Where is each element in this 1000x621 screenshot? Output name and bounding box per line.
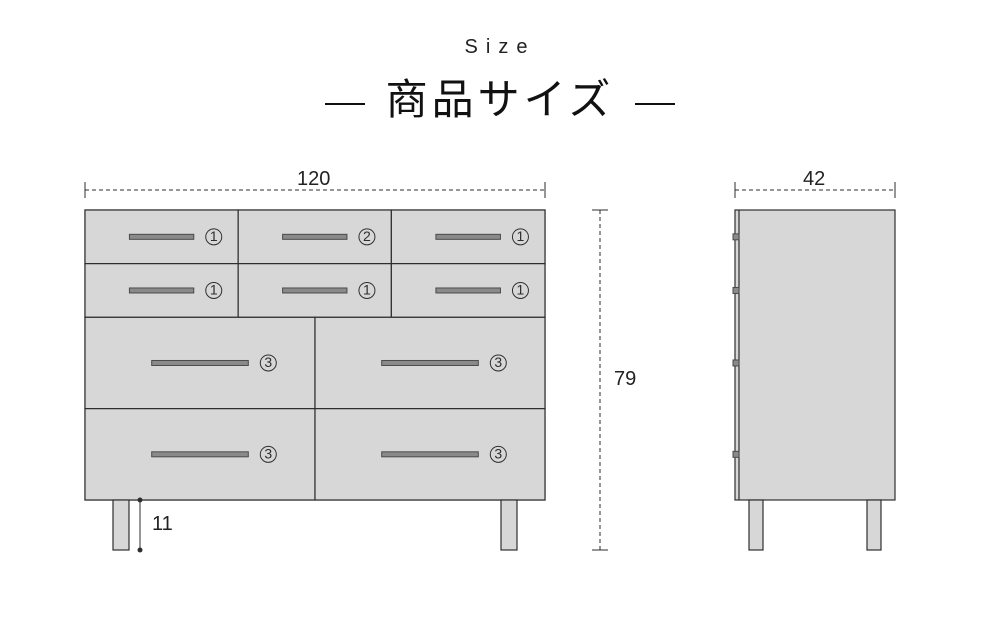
side-view <box>733 210 895 550</box>
svg-text:1: 1 <box>363 281 371 297</box>
svg-text:1: 1 <box>210 228 218 244</box>
front-view: 1 2 1 1 1 1 3 3 3 3 <box>85 210 545 550</box>
svg-text:3: 3 <box>494 354 502 370</box>
svg-text:2: 2 <box>363 228 371 244</box>
diagram-svg: 1 2 1 1 1 1 3 3 3 3 <box>0 0 1000 621</box>
svg-text:1: 1 <box>517 281 525 297</box>
svg-text:3: 3 <box>264 445 272 461</box>
svg-text:3: 3 <box>494 445 502 461</box>
svg-text:3: 3 <box>264 354 272 370</box>
svg-text:1: 1 <box>517 228 525 244</box>
svg-text:1: 1 <box>210 281 218 297</box>
